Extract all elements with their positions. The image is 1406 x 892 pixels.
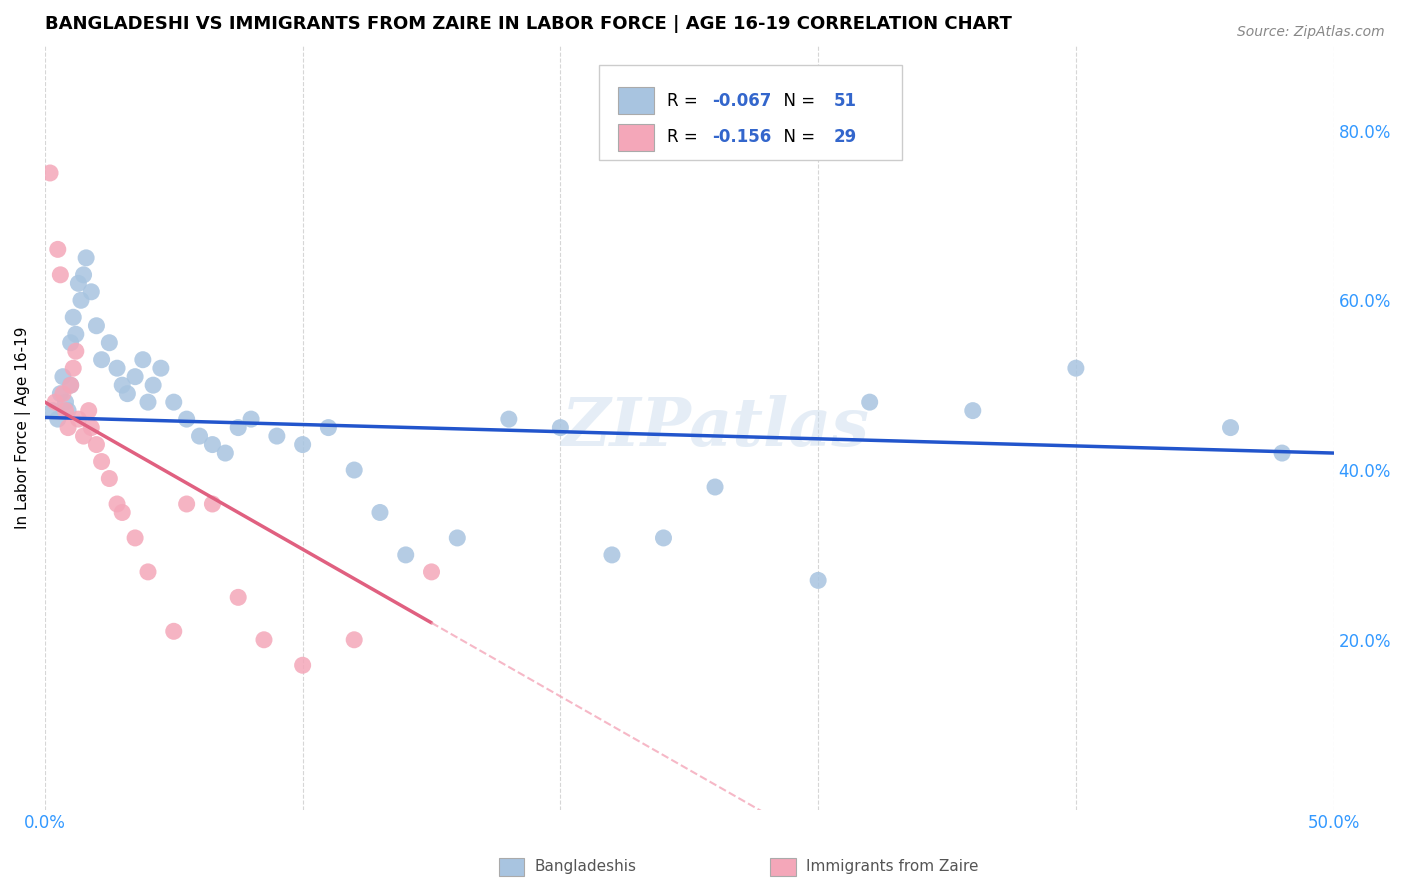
Point <box>56 420 79 434</box>
Point <box>226 591 249 605</box>
Point <box>49 268 72 282</box>
Y-axis label: In Labor Force | Age 16-19: In Labor Force | Age 16-19 <box>15 326 31 529</box>
FancyBboxPatch shape <box>599 65 901 161</box>
Point <box>132 352 155 367</box>
Point <box>201 497 224 511</box>
Point <box>55 395 77 409</box>
Text: Source: ZipAtlas.com: Source: ZipAtlas.com <box>1237 25 1385 39</box>
Point <box>395 548 418 562</box>
Point <box>240 412 263 426</box>
Point <box>962 403 984 417</box>
Bar <box>770 858 796 876</box>
Point <box>136 565 159 579</box>
Point <box>136 395 159 409</box>
Point <box>117 386 139 401</box>
Point <box>59 378 82 392</box>
Point <box>98 471 121 485</box>
Text: -0.067: -0.067 <box>713 92 772 110</box>
Point <box>67 412 90 426</box>
Point <box>201 437 224 451</box>
Point <box>1271 446 1294 460</box>
Text: N =: N = <box>773 128 821 146</box>
Point <box>343 632 366 647</box>
Point <box>176 497 198 511</box>
Point <box>652 531 675 545</box>
Point <box>62 310 84 325</box>
Point <box>62 361 84 376</box>
Point <box>343 463 366 477</box>
Point <box>291 658 314 673</box>
Point <box>55 403 77 417</box>
Text: 51: 51 <box>834 92 856 110</box>
Text: 29: 29 <box>834 128 856 146</box>
Text: BANGLADESHI VS IMMIGRANTS FROM ZAIRE IN LABOR FORCE | AGE 16-19 CORRELATION CHAR: BANGLADESHI VS IMMIGRANTS FROM ZAIRE IN … <box>45 15 1012 33</box>
Point <box>80 285 103 299</box>
Point <box>291 437 314 451</box>
Point <box>105 497 128 511</box>
Point <box>86 318 108 333</box>
Text: -0.156: -0.156 <box>713 128 772 146</box>
Point <box>214 446 236 460</box>
Point <box>46 412 69 426</box>
Text: R =: R = <box>668 128 703 146</box>
Point <box>59 378 82 392</box>
Point <box>142 378 165 392</box>
Text: Bangladeshis: Bangladeshis <box>534 859 637 873</box>
Point <box>704 480 727 494</box>
Point <box>46 243 69 257</box>
Point <box>80 420 103 434</box>
Point <box>65 344 87 359</box>
Point <box>368 506 391 520</box>
Point <box>318 420 340 434</box>
Text: R =: R = <box>668 92 703 110</box>
Point <box>111 506 134 520</box>
Point <box>65 327 87 342</box>
Point <box>70 293 93 308</box>
Point <box>420 565 443 579</box>
Point <box>266 429 288 443</box>
Point <box>446 531 468 545</box>
Text: Immigrants from Zaire: Immigrants from Zaire <box>806 859 979 873</box>
Point <box>59 335 82 350</box>
Point <box>1064 361 1087 376</box>
Point <box>176 412 198 426</box>
Point <box>163 624 186 639</box>
Point <box>86 437 108 451</box>
Point <box>600 548 623 562</box>
Point <box>807 574 830 588</box>
Point <box>550 420 572 434</box>
Point <box>49 386 72 401</box>
Point <box>105 361 128 376</box>
Point <box>188 429 211 443</box>
Point <box>859 395 882 409</box>
Point <box>98 335 121 350</box>
Point <box>67 277 90 291</box>
Text: N =: N = <box>773 92 821 110</box>
Point <box>39 166 62 180</box>
Point <box>1219 420 1241 434</box>
Point <box>75 251 97 265</box>
Point <box>163 395 186 409</box>
Point <box>56 403 79 417</box>
Point <box>52 369 75 384</box>
Point <box>124 531 146 545</box>
Point <box>498 412 520 426</box>
Text: ZIPatlas: ZIPatlas <box>561 395 869 460</box>
Point <box>90 352 112 367</box>
Bar <box>499 858 524 876</box>
Point <box>77 403 100 417</box>
Point <box>149 361 172 376</box>
Point <box>226 420 249 434</box>
Point <box>253 632 276 647</box>
Bar <box>619 124 654 151</box>
Point <box>111 378 134 392</box>
Point <box>41 403 63 417</box>
Point <box>90 454 112 468</box>
Point <box>72 268 94 282</box>
Point <box>44 395 66 409</box>
Bar <box>619 87 654 114</box>
Point <box>52 386 75 401</box>
Point <box>124 369 146 384</box>
Point <box>72 429 94 443</box>
